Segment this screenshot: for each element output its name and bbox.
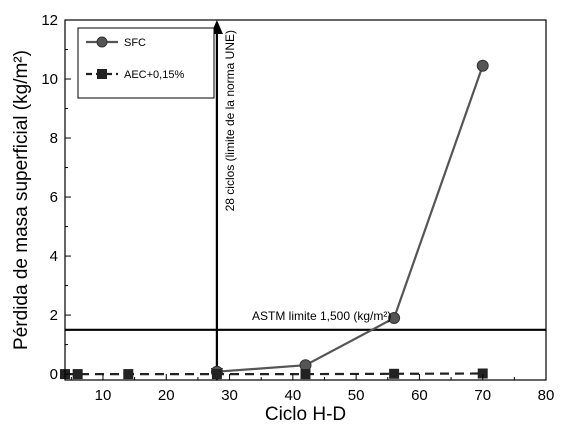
- x-tick-label: 50: [348, 387, 365, 404]
- series-point-1: [477, 368, 488, 379]
- axes: 10 20 30 40 50 60 70 80 0 2 4 6 8 10 12: [41, 12, 554, 404]
- x-tick-label: 20: [158, 387, 175, 404]
- x-tick-label: 80: [538, 387, 555, 404]
- x-tick-label: 60: [411, 387, 428, 404]
- legend-swatch-marker-0: [96, 36, 108, 48]
- series-line-0: [216, 65, 484, 373]
- x-tick-label: 40: [284, 387, 301, 404]
- x-tick-label: 30: [221, 387, 238, 404]
- y-tick-label: 0: [50, 366, 58, 383]
- legend: SFC AEC+0,15%: [77, 27, 215, 99]
- astm-limit-label: ASTM limite 1,500 (kg/m²): [252, 309, 391, 323]
- plot-frame: [64, 19, 547, 381]
- chart-text: Ciclo H-D Pérdida de masa superficial (k…: [11, 30, 391, 425]
- series-point-0: [388, 312, 401, 325]
- y-tick-label: 6: [50, 189, 58, 206]
- y-tick-label: 2: [50, 307, 58, 324]
- y-axis-label: Pérdida de masa superficial (kg/m²): [11, 50, 32, 350]
- x-tick-label: 10: [95, 387, 112, 404]
- series-point-1: [300, 369, 311, 380]
- legend-label-sfc: SFC: [124, 37, 146, 49]
- series-point-1: [72, 369, 83, 380]
- series-point-1: [211, 369, 222, 380]
- legend-label-aec: AEC+0,15%: [124, 69, 184, 81]
- series-point-1: [389, 368, 400, 379]
- x-tick-label: 70: [474, 387, 491, 404]
- une-limit-label: 28 ciclos (limite de la norma UNE): [223, 30, 237, 211]
- y-tick-label: 4: [50, 248, 58, 265]
- y-tick-label: 10: [41, 71, 58, 88]
- y-tick-label: 8: [50, 130, 58, 147]
- series-point-1: [123, 369, 134, 380]
- legend-swatch-marker-1: [97, 69, 107, 79]
- y-tick-label: 12: [41, 12, 58, 29]
- series-point-0: [476, 59, 489, 72]
- x-axis-label: Ciclo H-D: [265, 404, 346, 425]
- series-point-0: [299, 359, 312, 372]
